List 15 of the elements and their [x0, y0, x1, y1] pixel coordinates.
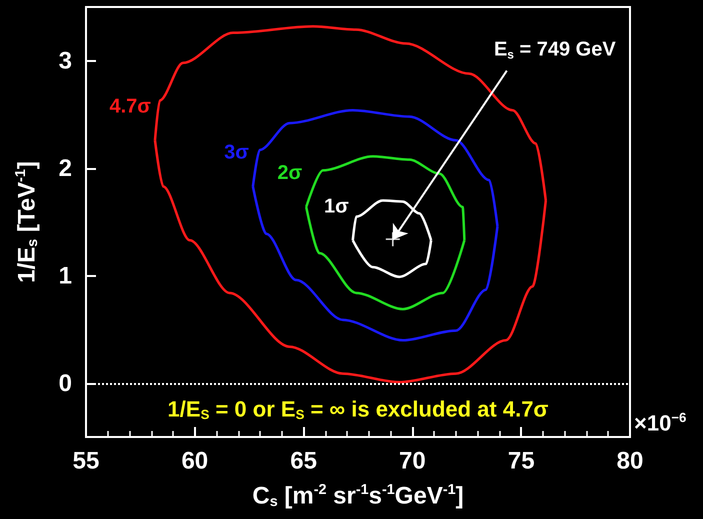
- series-label: 4.7σ: [109, 95, 152, 118]
- x-tick-label: 55: [72, 448, 100, 474]
- x-tick-label: 80: [616, 448, 644, 474]
- y-tick-label: 2: [58, 154, 72, 182]
- y-tick-label: 1: [58, 262, 72, 290]
- y-tick-label: 0: [58, 370, 72, 397]
- y-axis-title: 1/Es [TeV-1]: [13, 161, 41, 283]
- x-tick-label: 70: [399, 448, 426, 474]
- series-label: 3σ: [224, 142, 250, 164]
- x-tick-label: 75: [508, 448, 535, 474]
- series-label: 2σ: [277, 162, 303, 184]
- x-tick-label: 60: [181, 448, 208, 474]
- x-tick-label: 65: [290, 448, 317, 474]
- series-label: 1σ: [324, 195, 350, 218]
- y-tick-label: 3: [58, 47, 72, 74]
